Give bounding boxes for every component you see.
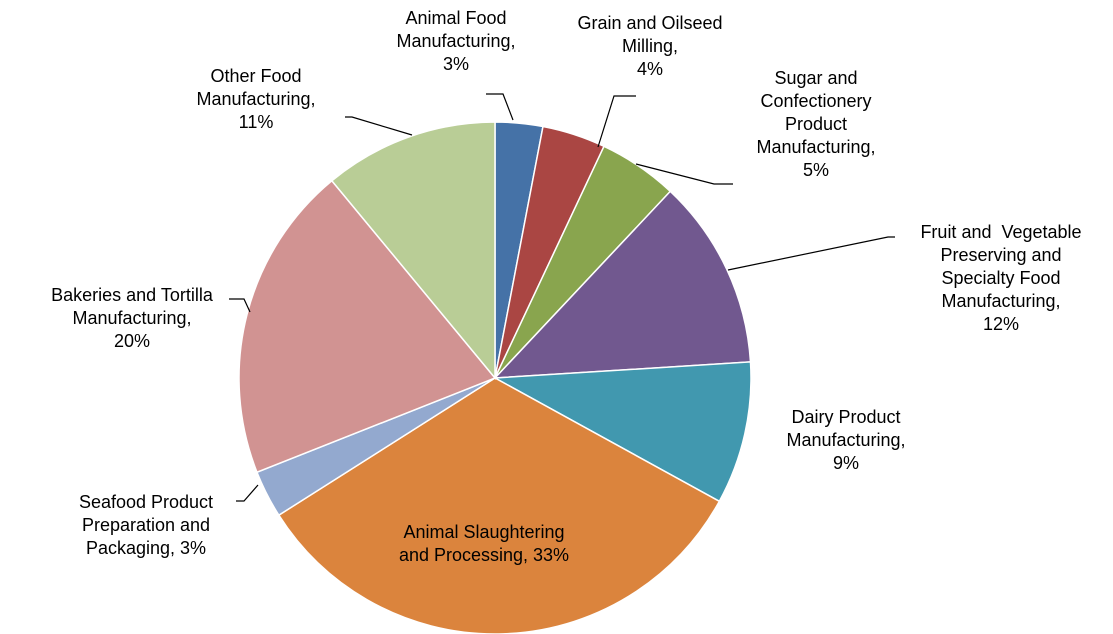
slice-label-line: Preserving and: [940, 245, 1061, 265]
slice-label-line: Milling,: [622, 36, 678, 56]
slice-labels: Animal Food Manufacturing, 3% Grain and Oil…: [51, 8, 1081, 565]
slice-label-line: Manufacturing,: [72, 308, 191, 328]
slice-label-line: Dairy Product: [791, 407, 900, 427]
slice-label-line: Other Food: [210, 66, 301, 86]
slice-label-line: Manufacturing,: [196, 89, 315, 109]
slice-label: Sugar and Confectionery Product Manufacturi…: [756, 68, 875, 180]
slice-label-line: Bakeries and Tortilla: [51, 285, 214, 305]
slice-label-line: Product: [785, 114, 847, 134]
slice-label-line: Manufacturing,: [396, 31, 515, 51]
slice-label-line: Grain and Oilseed: [577, 13, 722, 33]
pie-slice: [238, 179, 497, 474]
slice-label: Animal Food Manufacturing, 3%: [396, 8, 515, 74]
leader-line: [236, 484, 259, 502]
slice-label-line: 5%: [803, 160, 829, 180]
slice-label-line: Sugar and: [774, 68, 857, 88]
slice-label: Fruit and Vegetable Preserving and Special…: [920, 222, 1081, 334]
leader-line: [229, 298, 251, 313]
leader-line: [635, 163, 733, 185]
slice-label-line: Manufacturing,: [786, 430, 905, 450]
slice-label-line: Seafood Product: [79, 492, 213, 512]
slice-label: Animal Slaughtering and Processing, 33%: [399, 522, 569, 565]
slice-label: Bakeries and Tortilla Manufacturing, 20%: [51, 285, 214, 351]
leader-line: [597, 95, 636, 148]
slice-label-line: Packaging, 3%: [86, 538, 206, 558]
slice-label: Dairy Product Manufacturing, 9%: [786, 407, 905, 473]
slice-label-line: 20%: [114, 331, 150, 351]
pie-slice: [492, 361, 752, 503]
slice-label-line: Manufacturing,: [756, 137, 875, 157]
slice-label-line: 9%: [833, 453, 859, 473]
slice-label-line: and Processing, 33%: [399, 545, 569, 565]
leader-lines: [229, 93, 895, 502]
slice-label-line: Animal Food: [405, 8, 506, 28]
pie-slice: [493, 190, 752, 379]
slice-label-line: Confectionery: [760, 91, 871, 111]
slice-label-line: Specialty Food: [941, 268, 1060, 288]
slice-label-line: Manufacturing,: [941, 291, 1060, 311]
slice-label-line: 12%: [983, 314, 1019, 334]
slice-label-line: 4%: [637, 59, 663, 79]
slice-label: Seafood Product Preparation and Packaging,…: [79, 492, 213, 558]
slice-label: Other Food Manufacturing, 11%: [196, 66, 315, 132]
leader-line: [345, 116, 413, 136]
pie-slices: [238, 121, 752, 634]
slice-label-line: 11%: [239, 112, 274, 132]
slice-label: Grain and Oilseed Milling, 4%: [577, 13, 722, 79]
pie-slice: [330, 121, 496, 381]
slice-label-line: 3%: [443, 54, 469, 74]
leader-line: [727, 236, 895, 271]
slice-label-line: Animal Slaughtering: [403, 522, 564, 542]
slice-label-line: Fruit and Vegetable: [920, 222, 1081, 242]
slice-label-line: Preparation and: [82, 515, 210, 535]
leader-line: [486, 93, 514, 121]
